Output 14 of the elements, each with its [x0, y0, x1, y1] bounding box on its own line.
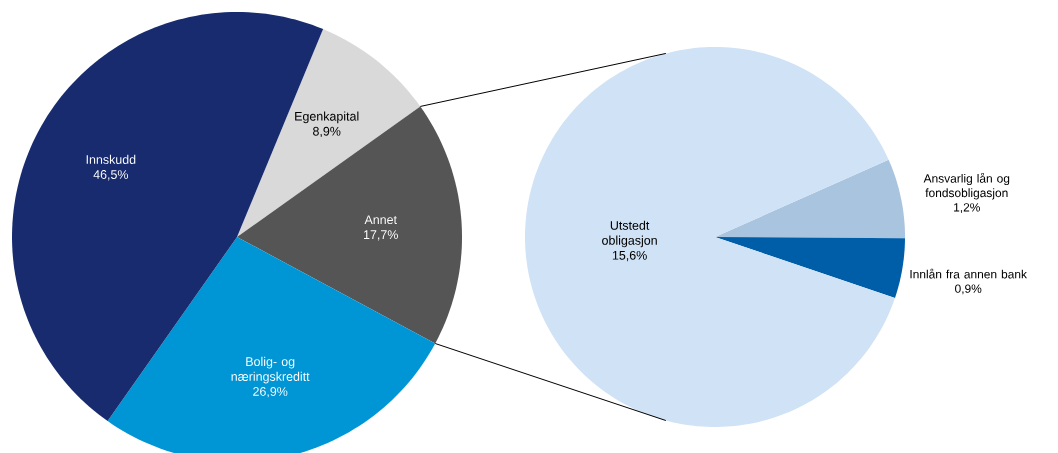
data-label: 8,9%: [313, 126, 341, 138]
data-label: 46,5%: [93, 170, 129, 181]
slice-label: Bolig- og næringskreditt: [231, 356, 310, 384]
data-label: 1,2%: [954, 203, 980, 214]
data-label: 0,9%: [955, 284, 982, 295]
slice-label: Annet: [364, 215, 397, 225]
slice-label: Ansvarlig lån og fondsobligasjon: [923, 172, 1010, 200]
data-label: 26,9%: [253, 387, 288, 398]
slice-label: Innlån fra annen bank: [910, 268, 1027, 279]
slice-label: Utstedt obligasjon: [602, 220, 657, 248]
slice-label: Egenkapital: [295, 111, 359, 124]
data-label: 15,6%: [612, 250, 647, 262]
data-label: 17,7%: [364, 230, 398, 241]
slice-label: Innskudd: [86, 154, 136, 164]
